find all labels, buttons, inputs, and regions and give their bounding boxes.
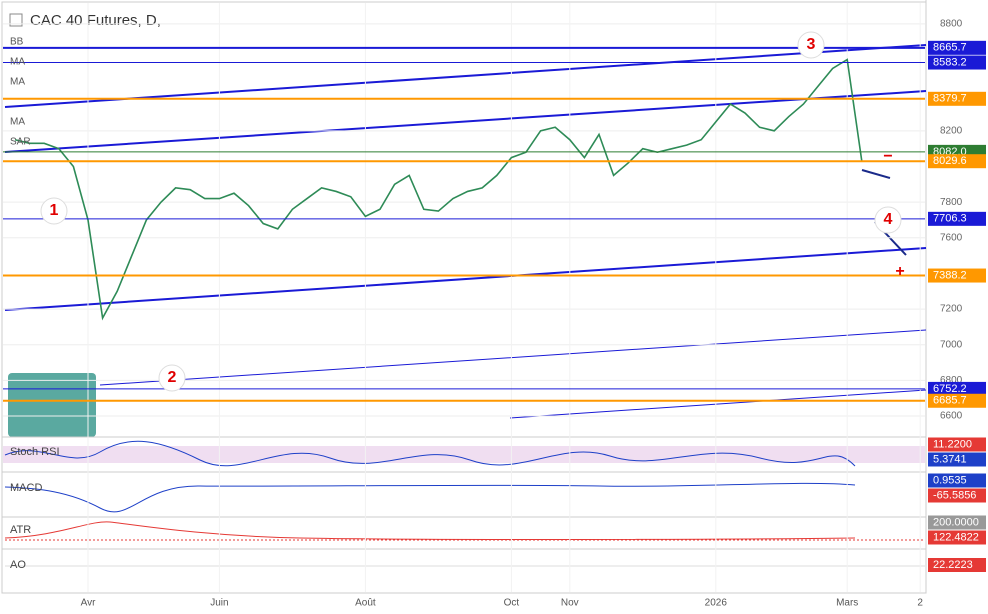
pane-label: AO (10, 559, 26, 571)
pane-label: Stoch RSI (10, 446, 60, 458)
readout: 22.2223 (933, 559, 973, 571)
x-tick-label: 2 (917, 598, 923, 609)
readout-box (928, 558, 986, 572)
x-tick-label: 2026 (705, 598, 728, 609)
collapse-icon[interactable] (9, 13, 23, 27)
annotation: 2 (168, 369, 177, 386)
price-label: 8583.2 (933, 56, 967, 68)
readout-box (928, 488, 986, 503)
readout-box (928, 437, 986, 452)
trend-line (99, 329, 927, 386)
annotation: 3 (807, 36, 816, 53)
y-tick-label: 7800 (940, 197, 963, 208)
annotation: 1 (50, 202, 59, 219)
annotation-circle (797, 31, 825, 59)
readout: 11.2200 (933, 438, 972, 450)
x-tick-label: Août (355, 598, 376, 609)
indicator-label: MA (10, 117, 25, 128)
price-label-box (928, 393, 986, 408)
trend-line (4, 90, 927, 153)
pane-label: MACD (10, 482, 42, 494)
price-label: 7706.3 (933, 213, 967, 225)
atr-curve (4, 521, 856, 540)
readout: 0.9535 (933, 474, 967, 486)
readout: 200.0000 (933, 516, 979, 528)
price-label: 7388.2 (933, 269, 967, 281)
readout-box (928, 530, 986, 545)
readout: 122.4822 (933, 531, 979, 543)
readout: 5.3741 (933, 453, 967, 465)
price-label: 8029.6 (933, 155, 967, 167)
stoch-band (3, 446, 925, 463)
price-label-box (928, 91, 986, 106)
price-label-box (928, 40, 986, 55)
pane-label: ATR (10, 524, 31, 536)
annotation-circle (158, 364, 186, 392)
trend-line (509, 389, 927, 419)
x-tick-label: Juin (210, 598, 228, 609)
price-label-box (928, 268, 986, 283)
y-tick-label: 8800 (940, 19, 963, 30)
price-label-box (928, 211, 986, 226)
price-label: 8379.7 (933, 93, 967, 105)
y-tick-label: 7000 (940, 339, 963, 350)
price-label: 6752.2 (933, 383, 967, 395)
annotation: 4 (884, 211, 893, 228)
indicator-label: MA (10, 77, 25, 88)
price-label: 6685.7 (933, 395, 967, 407)
y-tick-label: 7600 (940, 232, 963, 243)
trend-line (4, 44, 927, 108)
logo (8, 373, 96, 437)
annotation-circle (874, 206, 902, 234)
annotation: − (883, 148, 892, 165)
stoch-curve (4, 440, 856, 467)
indicator-label: SAR (10, 137, 31, 148)
y-tick-label: 6800 (940, 375, 963, 386)
readout-box (928, 473, 986, 488)
y-tick-label: 7200 (940, 304, 963, 315)
trend-line (4, 247, 927, 311)
price-label-box (928, 381, 986, 396)
y-tick-label: 6600 (940, 411, 963, 422)
arrow (861, 169, 891, 179)
macd-curve (4, 482, 856, 513)
price-label-box (928, 154, 986, 169)
price-label: 8665.7 (933, 42, 967, 54)
x-tick-label: Mars (836, 598, 858, 609)
indicator-label: MA (10, 57, 25, 68)
annotation: + (895, 263, 904, 280)
indicator-label: BB (10, 37, 24, 48)
price-line (14, 58, 863, 321)
annotation-circle (40, 197, 68, 225)
readout-box (928, 515, 986, 530)
x-tick-label: Avr (81, 598, 96, 609)
x-tick-label: Nov (561, 598, 579, 609)
price-label-box (928, 55, 986, 70)
chart-title: CAC 40 Futures, D, (30, 12, 161, 29)
x-tick-label: Oct (504, 598, 520, 609)
y-tick-label: 8200 (940, 125, 963, 136)
readout-box (928, 452, 986, 467)
readout: -65.5856 (933, 489, 976, 501)
